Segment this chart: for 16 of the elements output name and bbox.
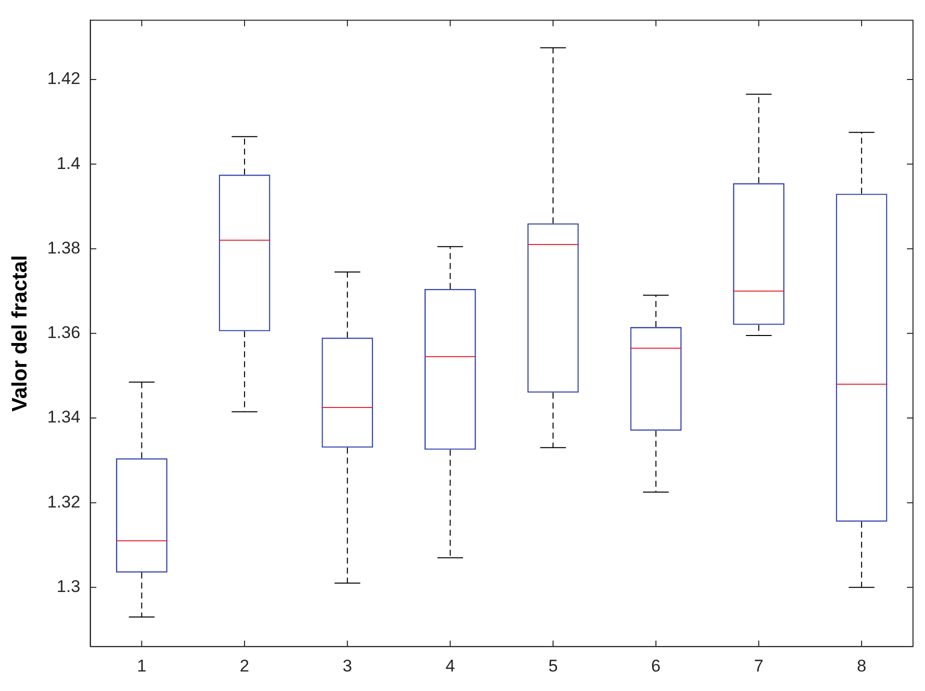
y-tick-label: 1.3: [56, 577, 80, 596]
y-tick-label: 1.4: [56, 154, 80, 173]
x-tick-label: 6: [651, 656, 661, 676]
x-tick-label: 5: [548, 656, 558, 676]
y-tick-label: 1.38: [47, 238, 80, 258]
x-tick-label: 2: [240, 656, 250, 676]
y-tick-label: 1.42: [47, 69, 80, 88]
y-tick-label: 1.34: [47, 408, 80, 427]
x-tick-label: 8: [856, 656, 866, 676]
x-tick-label: 7: [754, 656, 764, 676]
x-tick-label: 1: [136, 656, 146, 676]
y-tick-label: 1.32: [47, 492, 80, 512]
x-tick-label: 3: [342, 656, 352, 676]
y-axis-title: Valor del fractal: [8, 255, 32, 412]
x-tick-label: 4: [445, 656, 455, 676]
y-tick-label: 1.36: [47, 323, 80, 342]
